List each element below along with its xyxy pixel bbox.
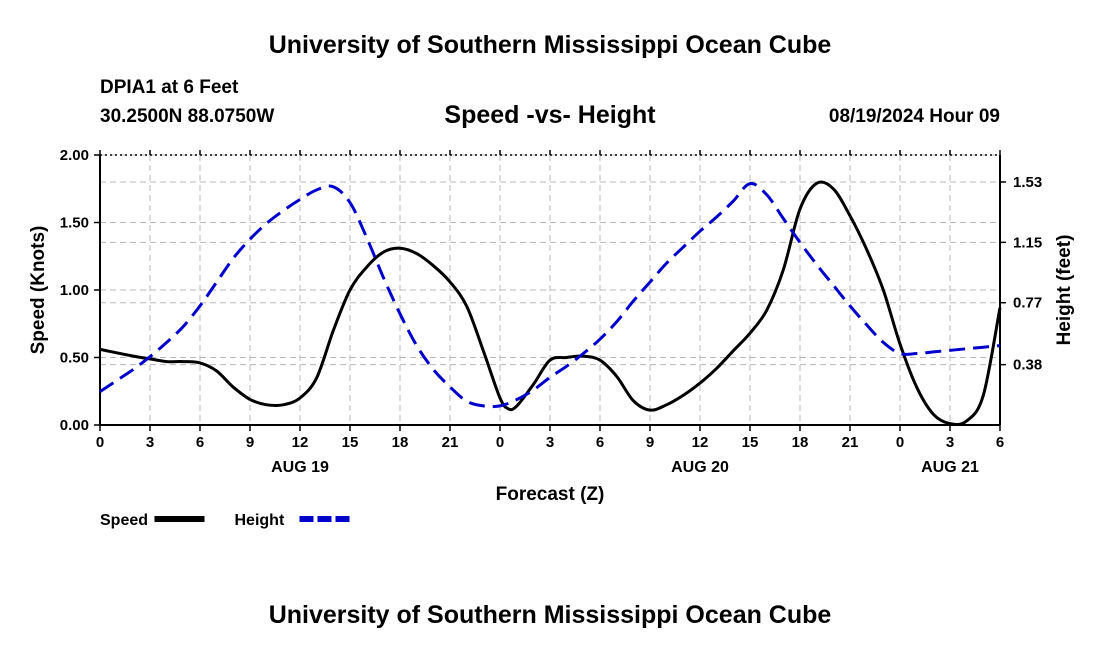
y2-tick-label: 1.15: [1013, 234, 1042, 251]
x-tick-label: 15: [342, 434, 359, 451]
y-tick-label: 2.00: [60, 147, 89, 164]
legend-label-height: Height: [235, 512, 285, 529]
y-tick-label: 1.50: [60, 215, 89, 232]
y2-axis-label: Height (feet): [1054, 235, 1075, 346]
x-tick-label: 18: [392, 434, 409, 451]
x-tick-label: 6: [596, 434, 604, 451]
legend-label-speed: Speed: [100, 512, 148, 529]
y-tick-label: 1.00: [60, 282, 89, 299]
x-tick-label: 0: [896, 434, 904, 451]
x-tick-label: 9: [646, 434, 654, 451]
x-day-label: AUG 21: [921, 459, 979, 476]
y-tick-label: 0.00: [60, 417, 89, 434]
x-tick-label: 6: [996, 434, 1004, 451]
x-tick-label: 21: [442, 434, 459, 451]
series-line-speed: [99, 180, 1002, 427]
forecast-datetime: 08/19/2024 Hour 09: [828, 106, 1000, 127]
x-tick-label: 15: [742, 434, 759, 451]
x-tick-label: 9: [246, 434, 254, 451]
y-axis-label: Speed (Knots): [28, 226, 49, 355]
series-line-height: [99, 182, 1001, 409]
y2-tick-label: 1.53: [1013, 174, 1042, 191]
x-axis-label: Forecast (Z): [496, 484, 605, 505]
y2-tick-label: 0.77: [1013, 295, 1042, 312]
x-tick-label: 6: [196, 434, 204, 451]
x-tick-label: 0: [96, 434, 104, 451]
x-day-label: AUG 19: [271, 459, 329, 476]
x-tick-label: 18: [792, 434, 809, 451]
x-tick-label: 3: [946, 434, 954, 451]
x-tick-label: 21: [842, 434, 859, 451]
y2-tick-label: 0.38: [1013, 357, 1042, 374]
x-day-label: AUG 20: [671, 459, 729, 476]
x-tick-label: 12: [292, 434, 309, 451]
y-tick-label: 0.50: [60, 350, 89, 367]
x-tick-label: 3: [546, 434, 554, 451]
x-tick-label: 0: [496, 434, 504, 451]
station-label: DPIA1 at 6 Feet: [100, 77, 239, 98]
x-tick-label: 12: [692, 434, 709, 451]
station-coords: 30.2500N 88.0750W: [100, 106, 275, 127]
x-tick-label: 3: [146, 434, 154, 451]
footer-title: University of Southern Mississippi Ocean…: [268, 601, 832, 629]
page-title: University of Southern Mississippi Ocean…: [268, 31, 832, 59]
chart-title: Speed -vs- Height: [444, 101, 656, 129]
